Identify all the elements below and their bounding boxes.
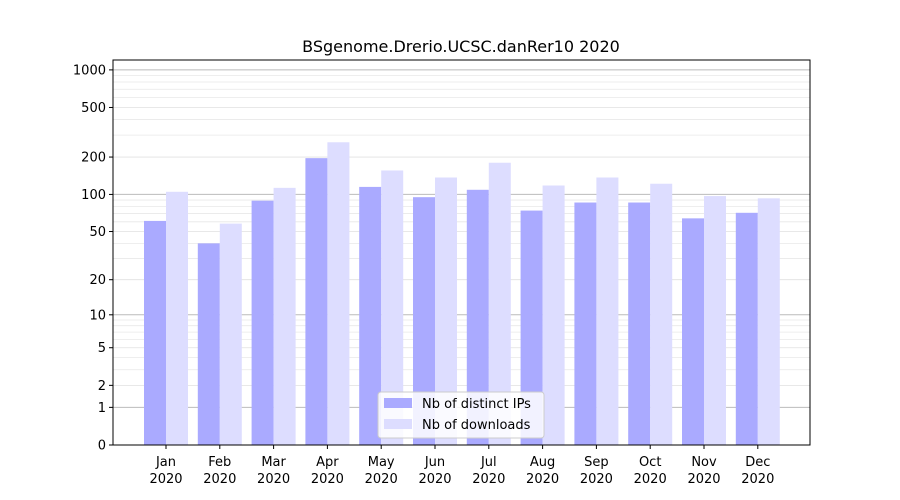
- legend-label-downloads: Nb of downloads: [422, 418, 531, 433]
- bar-distinct-ips: [466, 189, 489, 445]
- bar-downloads: [166, 191, 188, 445]
- legend-swatch-downloads: [384, 419, 412, 429]
- x-tick-label: Feb 2020: [203, 455, 236, 487]
- y-axis: 0 1 2 5 10 20 50 100 200 500 1000: [73, 63, 113, 454]
- bar-downloads: [596, 177, 619, 446]
- y-tick-label: 500: [81, 101, 106, 116]
- bar-downloads: [542, 185, 565, 445]
- bar-distinct-ips: [735, 212, 758, 445]
- y-tick-label: 20: [89, 273, 106, 288]
- y-tick-label: 2: [98, 379, 106, 394]
- y-tick-label: 50: [89, 225, 106, 240]
- x-tick-label: Jan 2020: [149, 455, 182, 487]
- bar-distinct-ips: [574, 202, 597, 445]
- bar-downloads: [327, 142, 350, 446]
- x-tick-label: Nov 2020: [687, 455, 720, 487]
- bar-downloads: [381, 170, 404, 446]
- bar-downloads: [757, 198, 780, 445]
- bar-downloads: [488, 162, 511, 446]
- bar-downloads: [704, 196, 726, 445]
- bar-downloads: [219, 223, 242, 445]
- x-tick-label: Jul 2020: [472, 455, 505, 487]
- y-tick-label: 10: [89, 308, 106, 323]
- chart-title: BSgenome.Drerio.UCSC.danRer10 2020: [302, 37, 620, 56]
- x-tick-label: Jun 2020: [418, 455, 451, 487]
- bar-distinct-ips: [359, 186, 382, 445]
- bar-distinct-ips: [251, 200, 274, 445]
- legend-box: [377, 391, 545, 439]
- x-axis: Jan 2020 Feb 2020 Mar 2020 Apr 2020 May 2020 Jun 20…: [149, 445, 774, 487]
- x-tick-label: Apr 2020: [311, 455, 344, 487]
- x-tick-label: Oct 2020: [634, 455, 667, 487]
- bars: [144, 142, 780, 446]
- bar-distinct-ips: [628, 202, 651, 445]
- legend-swatch-distinct-ips: [384, 398, 412, 408]
- plot-area-frame: [112, 59, 811, 446]
- y-tick-label: 100: [81, 188, 106, 203]
- x-tick-label: Aug 2020: [526, 455, 559, 487]
- y-tick-label: 1000: [73, 63, 106, 78]
- bar-distinct-ips: [197, 243, 220, 445]
- bar-downloads: [273, 187, 296, 445]
- bar-distinct-ips: [144, 220, 166, 445]
- x-tick-label: Mar 2020: [257, 455, 290, 487]
- y-tick-label: 1: [98, 401, 106, 416]
- x-tick-label: May 2020: [365, 455, 398, 487]
- x-tick-label: Dec 2020: [741, 455, 774, 487]
- bar-distinct-ips: [682, 218, 704, 445]
- y-tick-label: 200: [81, 151, 106, 166]
- x-tick-label: Sep 2020: [580, 455, 613, 487]
- bar-distinct-ips: [305, 158, 328, 445]
- y-tick-label: 5: [98, 341, 106, 356]
- bar-downloads: [435, 177, 457, 446]
- legend-label-distinct-ips: Nb of distinct IPs: [422, 397, 531, 412]
- bar-distinct-ips: [413, 197, 435, 445]
- legend: Nb of distinct IPs Nb of downloads: [377, 391, 545, 439]
- bar-downloads: [650, 183, 673, 446]
- y-tick-label: 0: [98, 439, 106, 454]
- bar-distinct-ips: [520, 210, 543, 445]
